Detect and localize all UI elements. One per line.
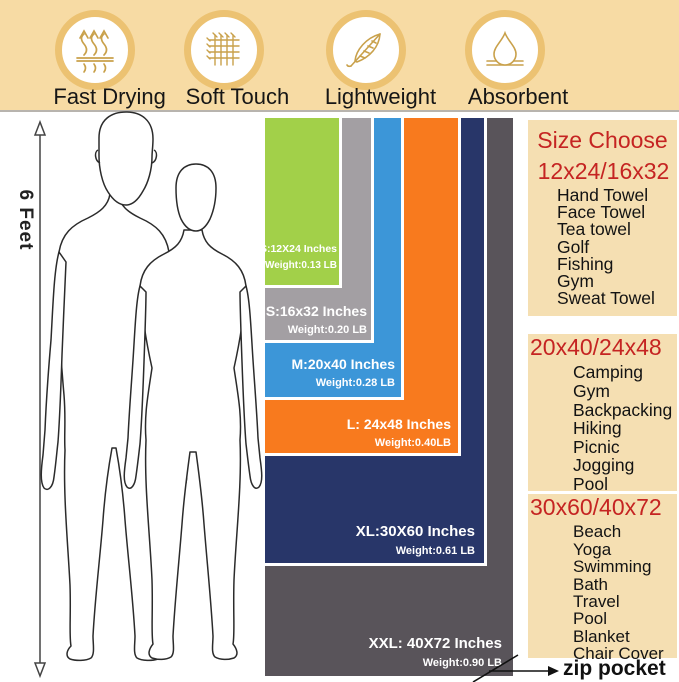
size-weight: Weight:0.13 LB [264, 260, 337, 271]
size-rect-xs: XS:12X24 Inches Weight:0.13 LB [253, 118, 342, 288]
use-item: Tea towel [557, 219, 631, 240]
female-figure [123, 163, 263, 661]
use-item: Camping [573, 362, 644, 383]
use-list: Beach Yoga Swimming Bath Travel Pool Blanket Ch… [528, 522, 677, 664]
size-label: XS:12X24 Inches [252, 242, 337, 255]
use-item: Chair Cover [573, 644, 664, 664]
size-range-header: 30x60/40x72 [530, 494, 662, 520]
size-guide-title: Size Choose [537, 127, 668, 153]
use-item: Beach [573, 522, 622, 542]
size-guide-group-large: 30x60/40x72 Beach Yoga Swimming Bath Travel P… [528, 494, 677, 663]
size-label: S:16x32 Inches [265, 303, 367, 319]
use-list: Hand Towel Face Towel Tea towel Golf Fishing… [528, 185, 677, 309]
size-range-header: 20x40/24x48 [530, 334, 662, 360]
use-item: Yoga [573, 539, 612, 559]
use-item: Hand Towel [557, 185, 649, 206]
water-drop-icon [465, 10, 545, 90]
size-weight: Weight:0.40LB [374, 437, 451, 449]
feature-fast-drying: Fast Drying [15, 0, 175, 109]
use-item: Gym [573, 381, 610, 402]
size-weight: Weight:0.20 LB [287, 324, 367, 336]
use-item: Sweat Towel [557, 288, 655, 309]
use-item: Gym [557, 271, 594, 292]
six-feet-label: 6 Feet [15, 189, 36, 251]
male-figure [40, 111, 188, 662]
size-label: L: 24x48 Inches [346, 416, 451, 432]
height-ruler [33, 119, 47, 679]
use-item: Face Towel [557, 202, 646, 223]
use-item: Swimming [573, 557, 652, 577]
feature-lightweight: Lightweight [286, 0, 446, 109]
size-guide-group-medium: 20x40/24x48 Camping Gym Backpacking Hiking P… [528, 334, 677, 493]
feature-label: Absorbent [467, 84, 569, 109]
size-weight: Weight:0.28 LB [315, 377, 395, 389]
use-item: Picnic [573, 436, 620, 457]
steam-arrows-icon [55, 10, 135, 90]
feature-label: Fast Drying [53, 84, 166, 109]
use-item: Bath [573, 574, 608, 594]
use-item: Pool [573, 474, 609, 494]
size-range-header: 12x24/16x32 [537, 157, 670, 184]
feature-soft-touch: Soft Touch [144, 0, 304, 109]
use-item: Pool [573, 609, 608, 629]
use-item: Travel [573, 592, 620, 612]
use-list: Camping Gym Backpacking Hiking Picnic Jogging… [528, 363, 677, 493]
feature-label: Lightweight [324, 84, 437, 109]
use-item: Jogging [573, 455, 635, 476]
zip-pocket-label: zip pocket [563, 657, 666, 680]
size-label: XL:30X60 Inches [355, 523, 475, 540]
size-weight: Weight:0.90 LB [422, 657, 502, 669]
size-guide-group-small: Size Choose 12x24/16x32 Hand Towel Face T… [528, 120, 677, 316]
feature-absorbent: Absorbent [425, 0, 585, 109]
feature-banner: Fast Drying Soft Touch [0, 0, 679, 112]
feather-icon [326, 10, 406, 90]
size-weight: Weight:0.61 LB [395, 545, 475, 557]
size-label: M:20x40 Inches [291, 356, 396, 372]
use-item: Hiking [573, 418, 622, 439]
use-item: Backpacking [573, 399, 673, 420]
use-item: Fishing [557, 253, 614, 274]
use-item: Golf [557, 236, 590, 257]
fabric-weave-icon [184, 10, 264, 90]
feature-label: Soft Touch [185, 84, 290, 109]
size-label: XXL: 40X72 Inches [368, 635, 502, 652]
use-item: Blanket [573, 626, 630, 646]
